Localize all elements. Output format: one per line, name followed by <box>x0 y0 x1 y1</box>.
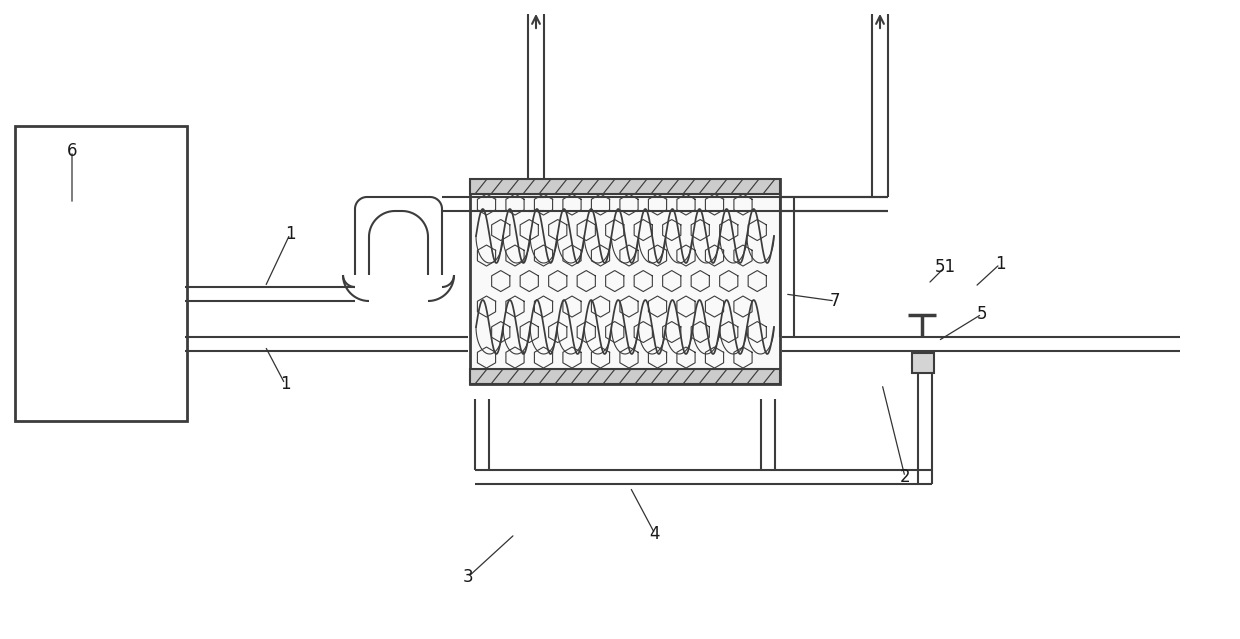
Text: 51: 51 <box>935 258 956 276</box>
Text: 5: 5 <box>977 305 987 323</box>
Text: 1: 1 <box>994 255 1006 273</box>
Text: 4: 4 <box>650 525 660 543</box>
Bar <box>470 179 780 194</box>
Text: 3: 3 <box>463 568 474 586</box>
Bar <box>15 126 187 421</box>
Bar <box>470 369 780 384</box>
Text: 1: 1 <box>280 375 290 393</box>
Bar <box>911 353 934 373</box>
Text: 7: 7 <box>830 292 841 310</box>
Text: 1: 1 <box>285 225 295 243</box>
Text: 2: 2 <box>900 468 910 486</box>
Bar <box>470 179 780 384</box>
Text: 6: 6 <box>67 142 77 160</box>
